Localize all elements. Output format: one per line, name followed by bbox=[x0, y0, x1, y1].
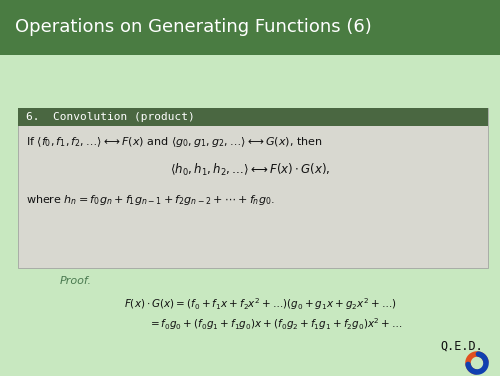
Bar bbox=[0, 0, 500, 55]
Bar bbox=[18, 108, 488, 268]
Bar bbox=[18, 108, 488, 126]
Text: If $\langle f_0, f_1, f_2, \ldots\rangle \longleftrightarrow F(x)$ and $\langle : If $\langle f_0, f_1, f_2, \ldots\rangle… bbox=[26, 135, 322, 149]
Text: Q.E.D.: Q.E.D. bbox=[440, 340, 484, 353]
Text: where $h_n = f_0 g_n + f_1 g_{n-1} + f_2 g_{n-2} + \cdots + f_n g_0$.: where $h_n = f_0 g_n + f_1 g_{n-1} + f_2… bbox=[26, 193, 275, 207]
Text: Operations on Generating Functions (6): Operations on Generating Functions (6) bbox=[15, 18, 372, 36]
Text: $\langle h_0, h_1, h_2, \ldots\rangle \longleftrightarrow F(x)\cdot G(x),$: $\langle h_0, h_1, h_2, \ldots\rangle \l… bbox=[170, 162, 330, 178]
Text: Proof.: Proof. bbox=[60, 276, 92, 286]
Text: 6.  Convolution (product): 6. Convolution (product) bbox=[26, 112, 195, 122]
Text: $F(x)\cdot G(x) = (f_0 + f_1 x + f_2 x^2 + \ldots)(g_0 + g_1 x + g_2 x^2 + \ldot: $F(x)\cdot G(x) = (f_0 + f_1 x + f_2 x^2… bbox=[124, 296, 396, 312]
Text: $= f_0 g_0 + (f_0 g_1 + f_1 g_0)x + (f_0 g_2 + f_1 g_1 + f_2 g_0)x^2 + \ldots$: $= f_0 g_0 + (f_0 g_1 + f_1 g_0)x + (f_0… bbox=[148, 316, 402, 332]
